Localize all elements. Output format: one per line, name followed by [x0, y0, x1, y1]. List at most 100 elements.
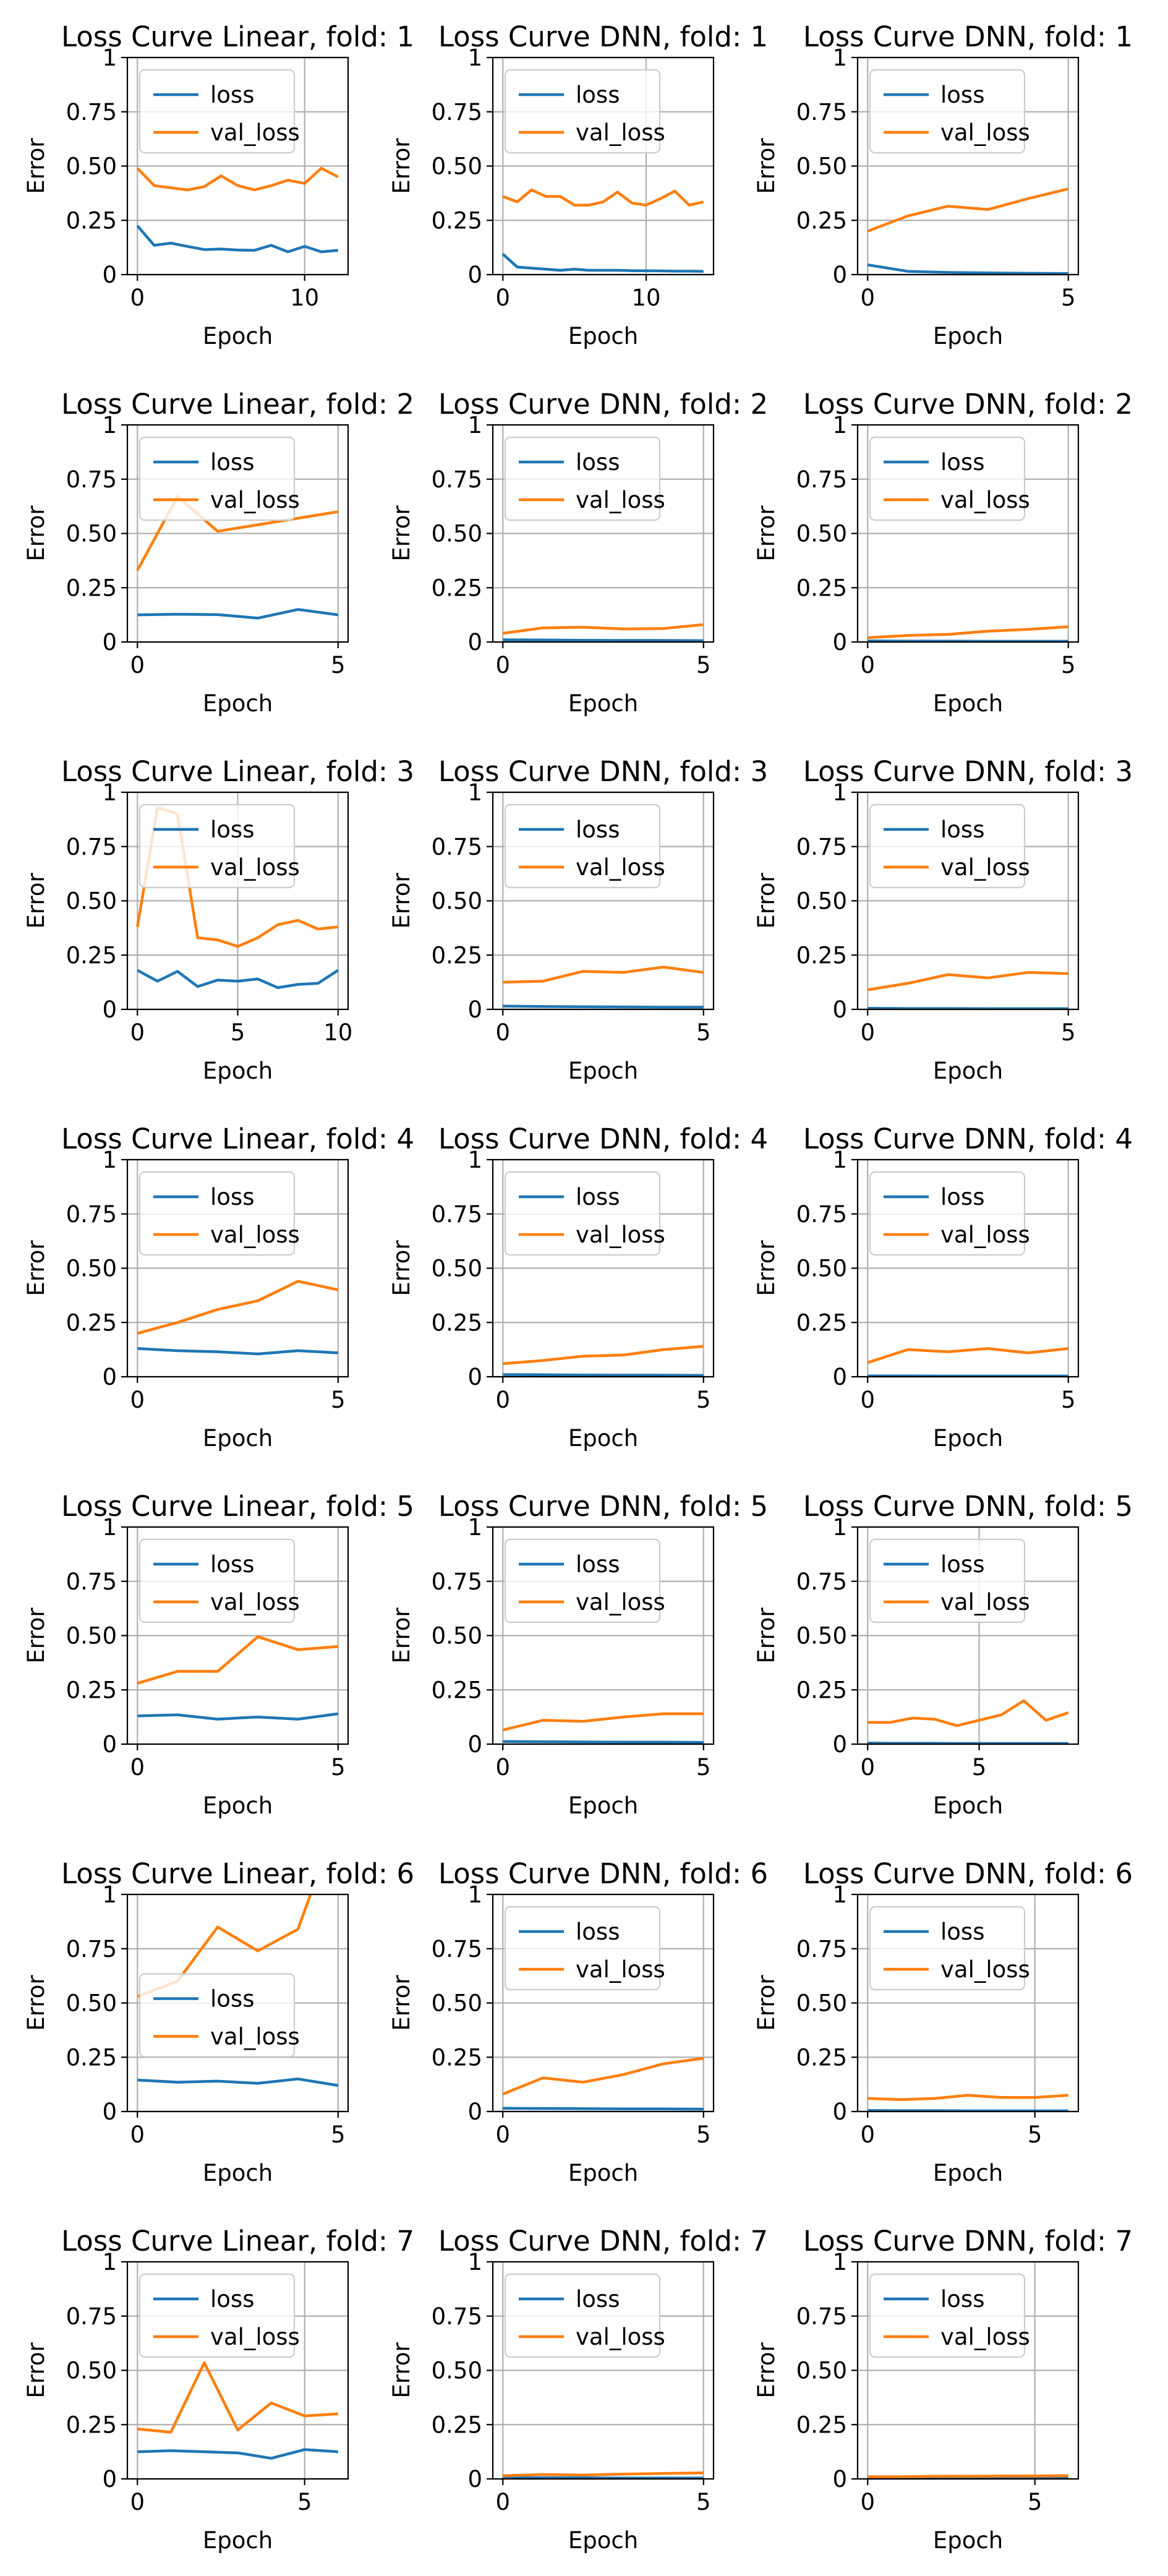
- y-axis-label: Error: [23, 1240, 49, 1296]
- x-axis-label: Epoch: [203, 1425, 273, 1452]
- x-tick-label: 5: [331, 1754, 346, 1781]
- y-tick-label: 0.50: [66, 1256, 117, 1282]
- y-axis-label: Error: [23, 138, 49, 194]
- y-axis-label: Error: [388, 873, 415, 929]
- legend-label: val_loss: [576, 1222, 665, 1248]
- y-tick-label: 1: [102, 1514, 117, 1541]
- y-axis-label: Error: [753, 1975, 780, 2031]
- y-tick-label: 0.75: [66, 1936, 117, 1962]
- legend-label: val_loss: [940, 1589, 1030, 1615]
- x-tick-label: 0: [495, 652, 510, 678]
- y-tick-label: 0: [832, 2466, 847, 2493]
- subplot: Loss Curve Linear, fold: 2 0 0.25 0.50 0.75 1…: [23, 388, 414, 717]
- y-tick-label: 0.75: [432, 1201, 482, 1228]
- y-tick-label: 0.75: [796, 1201, 847, 1228]
- series-line-loss: [503, 1004, 704, 1009]
- y-tick-label: 0: [467, 2466, 482, 2493]
- series-line-val-loss: [137, 1894, 312, 1998]
- y-tick-label: 1: [467, 1514, 482, 1541]
- legend: loss val_loss: [504, 1906, 665, 1991]
- series-line-loss: [137, 1712, 339, 1721]
- series-line-loss: [137, 1347, 338, 1356]
- y-tick-label: 0.25: [66, 2044, 117, 2071]
- series-line-loss: [137, 969, 339, 990]
- y-tick-label: 0.75: [66, 466, 117, 493]
- legend-label: loss: [576, 816, 620, 843]
- y-tick-label: 0.50: [66, 888, 117, 915]
- x-tick-label: 0: [130, 285, 145, 311]
- y-tick-label: 0.25: [66, 942, 117, 969]
- legend-label: val_loss: [940, 1956, 1030, 1983]
- x-axis-label: Epoch: [568, 1792, 638, 1819]
- y-axis-label: Error: [753, 505, 780, 562]
- y-tick-label: 0.75: [432, 466, 482, 493]
- legend: loss val_loss: [869, 2273, 1030, 2358]
- y-tick-label: 1: [832, 1514, 847, 1541]
- series-line-val-loss: [502, 2056, 704, 2095]
- y-tick-label: 1: [467, 779, 482, 806]
- series-line-val-loss: [136, 166, 339, 192]
- y-tick-label: 0: [102, 996, 117, 1023]
- y-tick-label: 0: [102, 1731, 117, 1758]
- series-line-loss: [137, 2448, 338, 2460]
- x-axis-label: Epoch: [568, 1425, 638, 1452]
- legend: loss val_loss: [869, 1906, 1030, 1991]
- subplot-title: Loss Curve DNN, fold: 1: [803, 20, 1133, 53]
- y-tick-label: 1: [467, 45, 482, 71]
- y-tick-label: 1: [832, 45, 847, 71]
- series-line-val-loss: [503, 1345, 704, 1366]
- y-axis-label: Error: [23, 873, 49, 929]
- y-tick-label: 0.25: [66, 207, 117, 234]
- y-tick-label: 1: [832, 412, 847, 439]
- series-line-val-loss: [503, 965, 704, 984]
- y-axis-label: Error: [753, 1240, 780, 1296]
- subplot: Loss Curve Linear, fold: 5 0 0.25 0.50 0.75 1…: [23, 1490, 414, 1819]
- x-tick-label: 0: [495, 285, 510, 311]
- legend-label: loss: [940, 1184, 984, 1210]
- x-tick-label: 5: [696, 1019, 711, 1046]
- x-tick-label: 5: [1028, 2489, 1042, 2515]
- legend: loss val_loss: [504, 1171, 665, 1256]
- subplot: Loss Curve DNN, fold: 3 0 0.25 0.50 0.75 1 0 5 E…: [753, 755, 1133, 1084]
- x-tick-label: 0: [860, 1387, 875, 1413]
- legend-label: loss: [210, 82, 254, 108]
- x-axis-label: Epoch: [568, 2160, 638, 2186]
- series-line-val-loss: [503, 2471, 704, 2477]
- y-tick-label: 0: [832, 996, 847, 1023]
- y-tick-label: 0.25: [796, 2044, 847, 2071]
- series-line-val-loss: [867, 187, 1069, 233]
- y-tick-label: 0.75: [66, 2303, 117, 2330]
- x-tick-label: 0: [130, 2121, 145, 2148]
- x-tick-label: 0: [860, 2489, 875, 2515]
- y-tick-label: 0: [467, 262, 482, 288]
- subplot: Loss Curve Linear, fold: 7 0 0.25 0.50 0.75 1…: [23, 2225, 414, 2554]
- y-tick-label: 0.25: [432, 1677, 482, 1703]
- legend-label: loss: [210, 1184, 254, 1210]
- y-axis-label: Error: [23, 1975, 49, 2031]
- series-line-val-loss: [867, 2094, 1068, 2101]
- series-line-val-loss: [502, 623, 704, 635]
- y-tick-label: 1: [467, 2249, 482, 2275]
- y-tick-label: 0.50: [796, 1256, 847, 1282]
- y-tick-label: 1: [102, 1147, 117, 1173]
- y-tick-label: 0.75: [796, 99, 847, 126]
- y-tick-label: 0.50: [66, 153, 117, 180]
- subplot: Loss Curve Linear, fold: 3 0 0.25 0.50 0.75 1…: [23, 755, 414, 1084]
- y-tick-label: 0.50: [432, 521, 482, 547]
- x-axis-label: Epoch: [203, 2160, 273, 2186]
- x-tick-label: 5: [1061, 1387, 1076, 1413]
- x-axis-label: Epoch: [568, 690, 638, 717]
- legend-label: val_loss: [210, 487, 300, 513]
- x-tick-label: 0: [495, 1387, 510, 1413]
- x-tick-label: 0: [495, 1754, 510, 1781]
- subplot: Loss Curve DNN, fold: 4 0 0.25 0.50 0.75 1 0 5 E…: [388, 1123, 768, 1452]
- legend-label: val_loss: [576, 119, 665, 146]
- x-tick-label: 10: [290, 285, 319, 311]
- legend-label: val_loss: [576, 487, 665, 513]
- y-tick-label: 0.25: [432, 2411, 482, 2438]
- subplot: Loss Curve DNN, fold: 7 0 0.25 0.50 0.75 1 0 5 E…: [388, 2225, 768, 2554]
- y-tick-label: 0.50: [796, 1990, 847, 2017]
- x-axis-label: Epoch: [203, 1058, 273, 1084]
- y-tick-label: 0.25: [66, 575, 117, 601]
